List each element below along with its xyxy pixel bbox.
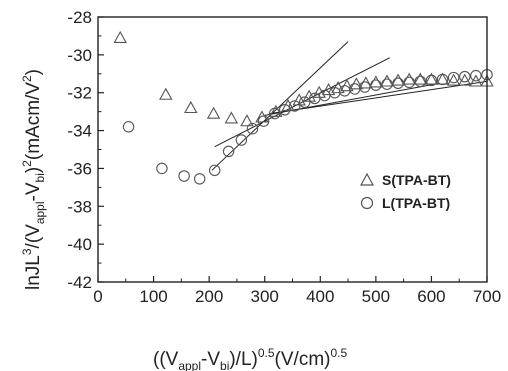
x-tick-label: 0: [93, 287, 102, 306]
data-point-triangle: [159, 87, 173, 100]
data-markers: [113, 30, 494, 185]
data-point-circle: [178, 170, 190, 182]
data-point-triangle: [369, 75, 383, 88]
data-point-triangle: [424, 72, 439, 85]
legend-label-l: L(TPA-BT): [382, 195, 450, 211]
y-tick-label: -30: [67, 46, 92, 65]
data-point-circle: [459, 70, 471, 83]
fit-line-1: [211, 41, 349, 171]
data-point-circle: [436, 73, 449, 86]
data-point-circle: [470, 69, 482, 82]
data-point-triangle: [113, 30, 127, 44]
legend-triangle-icon: [359, 172, 375, 186]
legend-item-s: S(TPA-BT): [359, 172, 451, 188]
y-tick-label: -28: [67, 8, 92, 27]
data-point-circle: [156, 162, 168, 175]
data-point-triangle: [302, 89, 316, 102]
data-point-circle: [208, 164, 221, 177]
data-point-circle: [278, 104, 291, 116]
y-tick-label: -42: [67, 273, 92, 292]
fit-lines: [211, 41, 488, 171]
data-point-circle: [392, 77, 404, 90]
data-point-circle: [370, 79, 382, 91]
data-point-circle: [425, 74, 438, 87]
y-axis-title: lnJL3/(Vappl-Vbi)2(mAcm/V2): [20, 69, 47, 290]
data-point-triangle: [206, 106, 221, 119]
y-tick-label: -34: [67, 122, 92, 141]
y-tick-label: -40: [67, 235, 92, 254]
data-point-triangle: [224, 111, 239, 124]
tick-labels: 0 100 200 300 400 500 600 700 -28 -30 -32 -34 -36 -38…: [67, 8, 501, 306]
y-tick-label: -32: [67, 84, 92, 103]
x-tick-label: 300: [251, 287, 279, 306]
axes: [97, 16, 488, 283]
data-point-triangle: [391, 73, 405, 86]
data-point-circle: [193, 173, 206, 185]
ticks: [97, 16, 488, 283]
data-point-triangle: [469, 74, 483, 87]
x-tick-label: 500: [362, 287, 390, 306]
legend-circle-icon: [360, 196, 374, 210]
data-point-circle: [381, 78, 393, 90]
data-point-circle: [122, 121, 135, 133]
legend: S(TPA-BT) L(TPA-BT): [359, 172, 451, 211]
data-point-triangle: [292, 93, 306, 106]
data-point-triangle: [281, 99, 295, 112]
data-point-circle: [447, 71, 460, 84]
data-point-circle: [414, 75, 427, 88]
data-point-triangle: [435, 72, 450, 85]
x-tick-label: 400: [306, 287, 334, 306]
x-tick-label: 600: [417, 287, 445, 306]
data-point-circle: [222, 145, 235, 158]
data-point-triangle: [458, 73, 472, 86]
data-point-triangle: [380, 74, 394, 87]
data-point-triangle: [446, 73, 461, 86]
x-axis-title: ((Vappl-Vbi)/L)0.5(V/cm)0.5: [153, 346, 347, 371]
x-tick-label: 200: [195, 287, 223, 306]
plot-frame: [97, 16, 488, 283]
data-point-triangle: [184, 100, 198, 114]
legend-label-s: S(TPA-BT): [382, 172, 451, 188]
x-tick-label: 700: [473, 287, 501, 306]
y-tick-label: -36: [67, 159, 92, 178]
data-point-triangle: [312, 85, 326, 98]
data-point-circle: [257, 115, 270, 127]
x-tick-label: 100: [139, 287, 167, 306]
series-s: [113, 30, 494, 127]
data-point-circle: [358, 81, 371, 93]
data-point-triangle: [240, 114, 254, 127]
data-point-triangle: [413, 72, 428, 85]
legend-item-l: L(TPA-BT): [360, 195, 450, 211]
data-point-circle: [288, 100, 301, 112]
data-point-circle: [403, 76, 415, 89]
data-point-circle: [235, 134, 248, 146]
data-point-circle: [246, 122, 259, 135]
data-point-circle: [268, 107, 281, 120]
y-tick-label: -38: [67, 197, 92, 216]
fit-line-2: [214, 57, 390, 148]
series-l: [122, 68, 493, 185]
data-point-triangle: [255, 110, 269, 123]
data-point-triangle: [402, 72, 416, 85]
fit-line-4: [270, 80, 488, 115]
data-point-circle: [298, 96, 311, 108]
